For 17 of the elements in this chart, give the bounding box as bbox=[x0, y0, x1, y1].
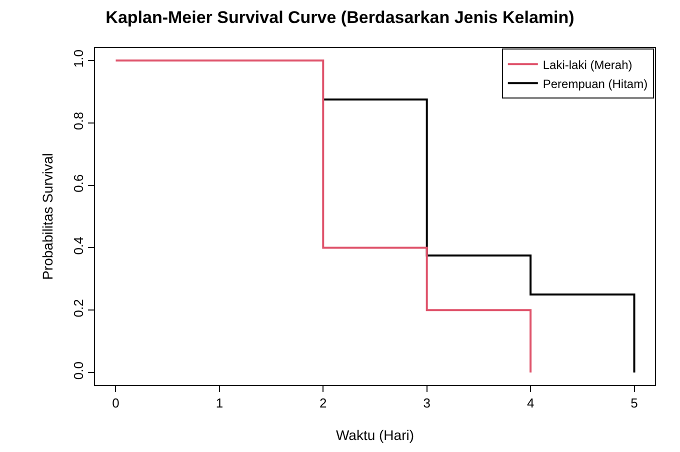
x-tick-label: 1 bbox=[216, 396, 224, 411]
y-tick-label: 0.0 bbox=[70, 362, 86, 380]
x-tick-label: 0 bbox=[112, 396, 120, 411]
y-tick-label: 0.4 bbox=[70, 236, 86, 255]
y-tick-label: 0.6 bbox=[70, 174, 86, 192]
x-tick-label: 5 bbox=[630, 396, 638, 411]
y-tick-label: 1.0 bbox=[70, 49, 86, 68]
legend-label: Laki-laki (Merah) bbox=[542, 58, 632, 72]
chart-title: Kaplan-Meier Survival Curve (Berdasarkan Jenis Kelamin) bbox=[106, 8, 574, 28]
y-tick-label: 0.2 bbox=[70, 299, 86, 318]
x-axis-title: Waktu (Hari) bbox=[336, 426, 414, 443]
x-tick-label: 3 bbox=[423, 396, 430, 411]
y-axis-title: Probabilitas Survival bbox=[39, 153, 56, 280]
x-tick-label: 4 bbox=[526, 396, 534, 411]
y-tick-label: 0.8 bbox=[70, 112, 86, 130]
legend-label: Perempuan (Hitam) bbox=[542, 76, 648, 91]
x-tick-label: 2 bbox=[320, 396, 327, 411]
